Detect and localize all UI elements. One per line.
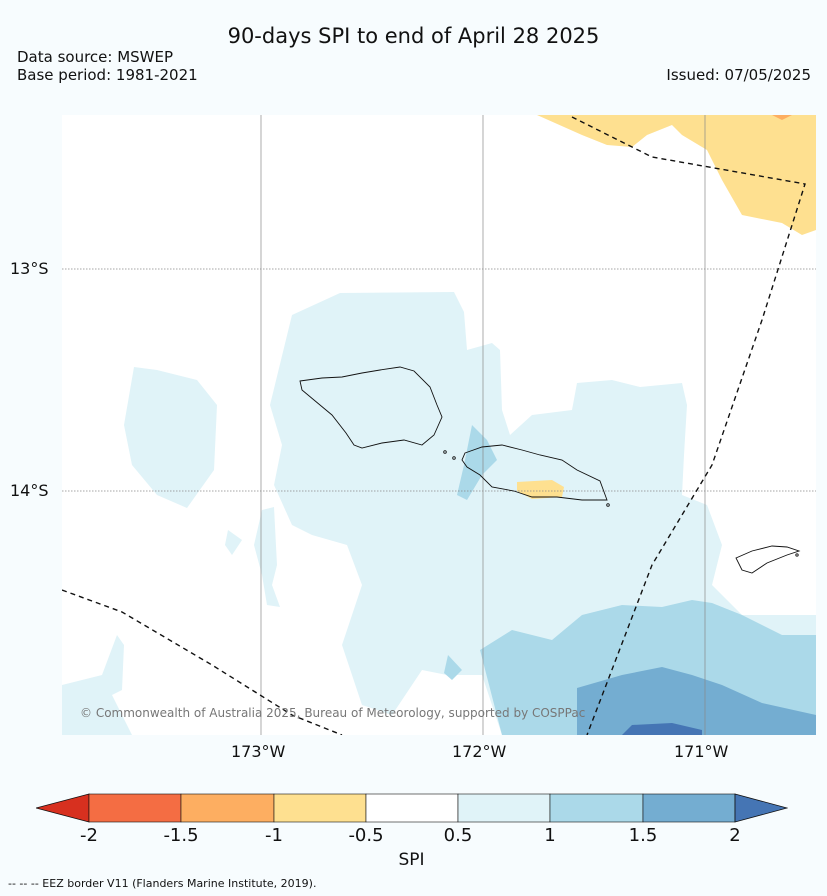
base-period-label: Base period: 1981-2021 [17,66,198,84]
colorbar-label: SPI [398,850,425,870]
colorbar-bin-1-1.5 [549,793,644,823]
colorbar-tick: -0.5 [348,825,384,846]
spi-band-gt-2 [622,723,702,735]
island-outlines [299,366,801,574]
eez-border [62,116,806,735]
lat-label-13s: 13°S [10,259,49,278]
lon-label-173w: 173°W [231,742,286,761]
colorbar-tick: 1.5 [628,825,658,846]
eez-footnote: -- -- -- EEZ border V11 (Flanders Marine… [8,877,317,890]
colorbar-extend-low [36,793,90,823]
colorbar-tick: 0.5 [443,825,473,846]
spi-band-1.5-2 [577,667,816,735]
colorbar-bin-neg2-neg1.5 [88,793,182,823]
lon-label-172w: 172°W [452,742,507,761]
data-source-label: Data source: MSWEP [17,48,174,66]
map-title: 90-days SPI to end of April 28 2025 [227,24,600,48]
spi-colorbar [36,793,788,823]
savaii-island [299,366,443,449]
upolu-island [461,444,608,501]
lat-label-14s: 14°S [10,481,49,500]
colorbar-bin-neg1.5-neg1 [180,793,275,823]
colorbar-bin-neg1-neg0.5 [273,793,367,823]
graticule [62,115,816,735]
lon-label-171w: 171°W [674,742,729,761]
issued-date-label: Issued: 07/05/2025 [666,66,811,84]
tutuila-island [735,545,801,574]
colorbar-tick: -2 [80,825,98,846]
copyright-notice: © Commonwealth of Australia 2025, Bureau… [80,706,586,720]
spi-map [62,115,816,735]
colorbar-bin-1.5-2 [642,793,736,823]
colorbar-extend-high [734,793,788,823]
colorbar-bin-neg0.5-0.5 [365,793,459,823]
colorbar-tick: -1 [265,825,283,846]
colorbar-tick: 1 [544,825,556,846]
colorbar-tick: 2 [729,825,741,846]
colorbar-tick: -1.5 [163,825,199,846]
colorbar-bin-0.5-1 [457,793,551,823]
spi-band-neg1-neg0.5 [517,115,816,499]
